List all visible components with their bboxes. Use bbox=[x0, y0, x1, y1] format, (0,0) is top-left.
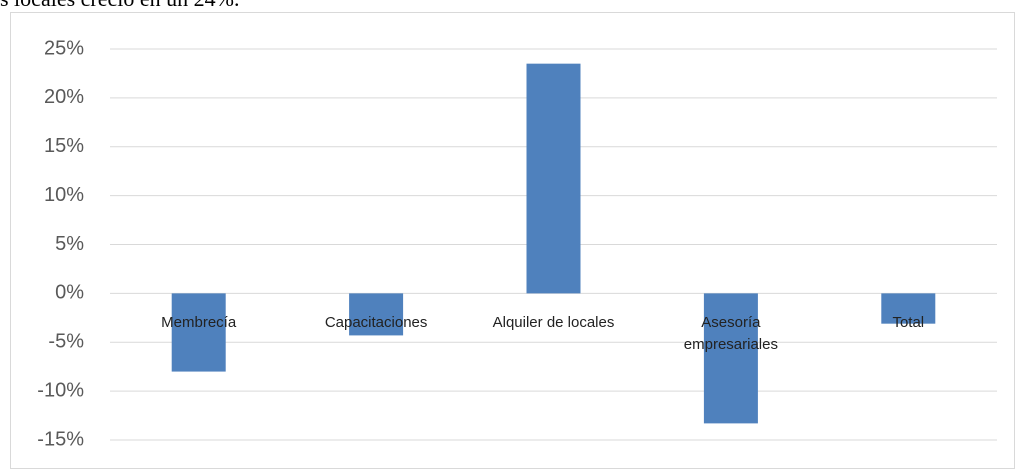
x-tick-label: Alquiler de locales bbox=[492, 314, 615, 332]
header-text: s locales creció en un 24%. bbox=[0, 0, 239, 12]
chart-frame bbox=[10, 12, 1015, 469]
y-tick-label: 25% bbox=[44, 37, 84, 59]
bar bbox=[349, 293, 404, 336]
x-tick-label: Total bbox=[892, 314, 925, 332]
bar bbox=[171, 293, 226, 372]
y-tick-label: -15% bbox=[37, 428, 84, 450]
y-tick-label: 15% bbox=[44, 135, 84, 157]
x-tick-label: Asesoría empresariales bbox=[683, 314, 778, 354]
y-tick-label: 20% bbox=[44, 86, 84, 108]
y-tick-label: -10% bbox=[37, 379, 84, 401]
bar bbox=[703, 293, 758, 424]
bar bbox=[881, 293, 936, 324]
x-tick-label: Membrecía bbox=[161, 314, 237, 332]
bar bbox=[526, 63, 581, 294]
y-tick-label: 5% bbox=[55, 233, 84, 255]
y-tick-label: 10% bbox=[44, 184, 84, 206]
y-tick-label: -5% bbox=[48, 331, 84, 353]
y-tick-label: 0% bbox=[55, 282, 84, 304]
x-tick-label: Capacitaciones bbox=[324, 314, 428, 332]
